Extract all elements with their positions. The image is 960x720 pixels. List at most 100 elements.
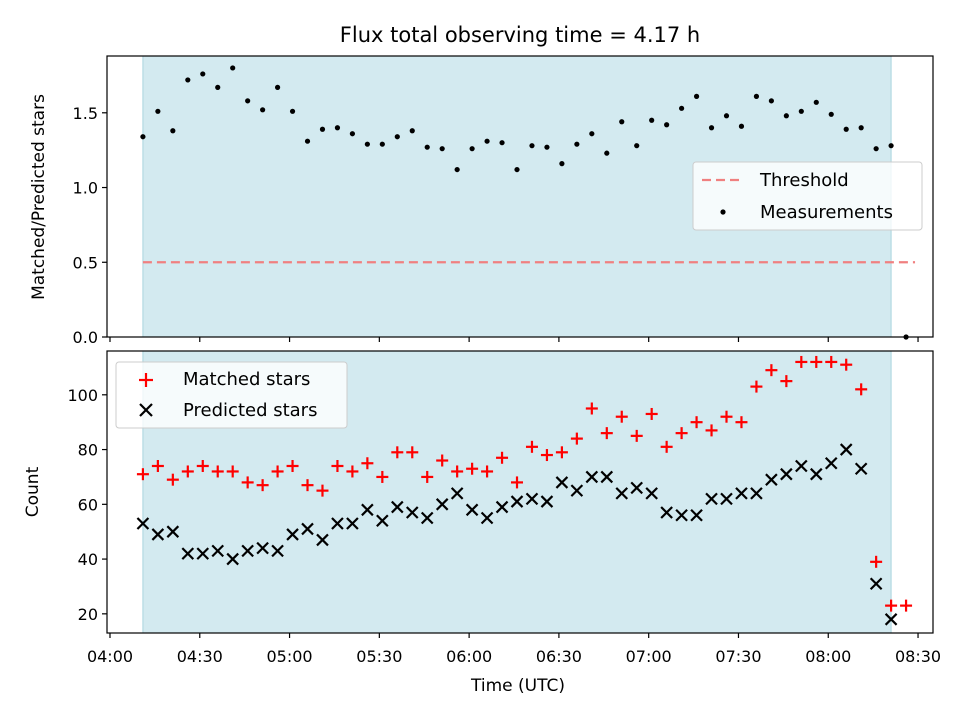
predicted-star-point	[196, 547, 210, 560]
measurement-point	[589, 131, 595, 137]
bottom-legend-box	[115, 361, 348, 429]
x-tick-label: 04:30	[177, 647, 223, 666]
measurement-point	[304, 138, 311, 144]
measurement-point	[319, 126, 326, 132]
legend-matched-swatch	[139, 373, 153, 387]
x-tick-label: 05:00	[267, 647, 313, 666]
matched-star-point	[271, 465, 284, 478]
matched-star-point	[406, 446, 419, 459]
measurement-point	[200, 71, 206, 77]
matched-star-point	[466, 462, 479, 475]
measurement-point	[783, 113, 789, 119]
predicted-star-point	[420, 511, 434, 525]
matched-star-point	[301, 479, 314, 492]
matched-star-point	[795, 355, 808, 368]
bottom-axes-frame	[106, 350, 934, 634]
measurement-point	[753, 93, 760, 99]
legend-matched-label: Matched stars	[183, 369, 310, 390]
top-legend: Threshold Measurements	[692, 161, 923, 231]
measurement-point	[439, 146, 445, 152]
predicted-star-point	[525, 492, 539, 506]
measurement-point	[394, 134, 400, 140]
predicted-star-point	[869, 577, 883, 590]
matched-star-point	[765, 364, 778, 377]
predicted-star-point	[301, 522, 314, 536]
matched-star-point	[316, 484, 329, 497]
matched-star-point	[840, 358, 853, 371]
x-tick-label: 07:30	[715, 647, 761, 666]
legend-measurements-label: Measurements	[760, 202, 893, 223]
predicted-star-point	[405, 506, 419, 519]
measurement-point	[873, 146, 879, 152]
predicted-star-point	[720, 492, 733, 506]
measurement-point	[828, 111, 834, 117]
matched-star-point	[900, 599, 913, 612]
matched-star-point	[361, 457, 374, 470]
predicted-star-point	[181, 547, 195, 560]
predicted-star-point	[585, 470, 599, 484]
top-panel: 0.0 0.5 1.0 1.5 Matched/Predicted stars Thr…	[29, 55, 934, 347]
legend-measurements-swatch	[720, 209, 726, 215]
matched-star-point	[511, 476, 524, 489]
measurement-point	[693, 93, 700, 99]
predicted-star-point	[824, 456, 838, 470]
predicted-star-point	[435, 498, 449, 511]
measurement-point	[170, 128, 176, 134]
measurement-point	[379, 141, 385, 147]
predicted-star-point	[226, 552, 239, 566]
top-y-tick-label: 0.5	[73, 253, 98, 272]
predicted-star-point	[765, 473, 778, 486]
matched-star-point	[675, 427, 688, 440]
matched-star-point	[391, 446, 404, 459]
bottom-panel: 20 40 60 80 100 04:00 04:30 05:00 05:30 06:00 06:3…	[23, 350, 941, 696]
predicted-star-point	[256, 541, 269, 555]
predicted-star-point	[555, 476, 569, 489]
predicted-star-point	[510, 495, 524, 508]
measurement-point	[708, 125, 715, 131]
predicted-star-point	[136, 517, 150, 530]
matched-star-point	[555, 446, 568, 459]
measurement-point	[289, 108, 296, 114]
measurement-point	[260, 107, 266, 113]
predicted-star-point	[465, 503, 479, 517]
matched-star-point	[750, 380, 763, 393]
measurement-point	[649, 117, 655, 123]
matched-star-point	[630, 429, 643, 442]
matched-star-point	[376, 470, 389, 483]
matched-star-point	[735, 416, 748, 429]
measurement-point	[349, 131, 356, 137]
measurement-point	[364, 141, 370, 147]
predicted-star-point	[600, 470, 614, 484]
matched-star-point	[720, 410, 733, 423]
legend-threshold-label: Threshold	[759, 170, 849, 191]
top-y-tick-label: 0.0	[73, 328, 98, 347]
predicted-star-point	[316, 533, 329, 547]
top-legend-box	[692, 161, 923, 231]
top-y-axis-label: Matched/Predicted stars	[29, 94, 49, 300]
measurement-point	[140, 134, 146, 140]
predicted-star-point	[211, 544, 225, 558]
measurement-point	[798, 108, 804, 114]
measurement-point	[723, 113, 730, 119]
measurement-point	[469, 146, 475, 152]
matched-star-point	[181, 465, 194, 478]
matched-star-point	[166, 473, 179, 486]
measurement-point	[858, 125, 864, 131]
matched-star-point	[825, 355, 838, 368]
predicted-star-point	[884, 613, 898, 626]
matched-star-point	[151, 459, 164, 472]
measurement-point	[245, 98, 251, 104]
matched-star-point	[226, 465, 239, 478]
matched-star-point	[780, 375, 793, 388]
predicted-star-point	[735, 487, 748, 500]
matched-star-point	[585, 402, 598, 415]
x-axis-label: Time (UTC)	[470, 676, 565, 696]
bottom-y-tick-label: 80	[78, 441, 98, 460]
bottom-y-tick-label: 60	[78, 495, 98, 514]
bottom-legend: Matched stars Predicted stars	[115, 361, 348, 429]
legend-predicted-label: Predicted stars	[183, 400, 317, 421]
top-y-tick-label: 1.0	[73, 179, 98, 198]
measurement-point	[499, 140, 505, 146]
predicted-star-point	[391, 500, 404, 514]
